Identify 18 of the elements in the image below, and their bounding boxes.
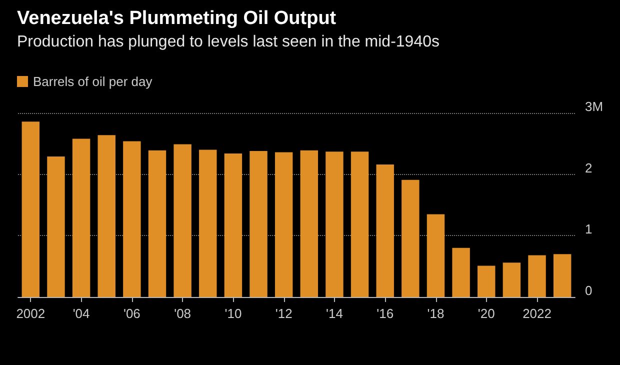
y-tick-label: 2: [585, 160, 592, 176]
x-tick-label: 2002: [16, 306, 46, 321]
x-tick-label: '08: [174, 306, 192, 321]
y-tick-label: 1: [585, 222, 592, 237]
legend-label: Barrels of oil per day: [33, 74, 153, 89]
x-tick-label: '14: [326, 306, 343, 321]
y-tick-label: 3M: [585, 99, 604, 114]
chart-title: Venezuela's Plummeting Oil Output: [17, 8, 337, 29]
x-tick-label: '18: [427, 306, 444, 321]
x-tick-label: '10: [224, 306, 242, 321]
x-tick-label: '06: [123, 306, 140, 321]
x-tick-label: '16: [376, 306, 394, 321]
x-tick-label: 2022: [522, 306, 552, 321]
chart-subtitle: Production has plunged to levels last seen in the mid-1940s: [17, 34, 440, 50]
x-tick-label: '12: [275, 306, 292, 321]
x-tick-label: '20: [478, 306, 495, 321]
y-tick-label: 0: [585, 283, 592, 298]
x-tick-label: '04: [72, 306, 90, 321]
